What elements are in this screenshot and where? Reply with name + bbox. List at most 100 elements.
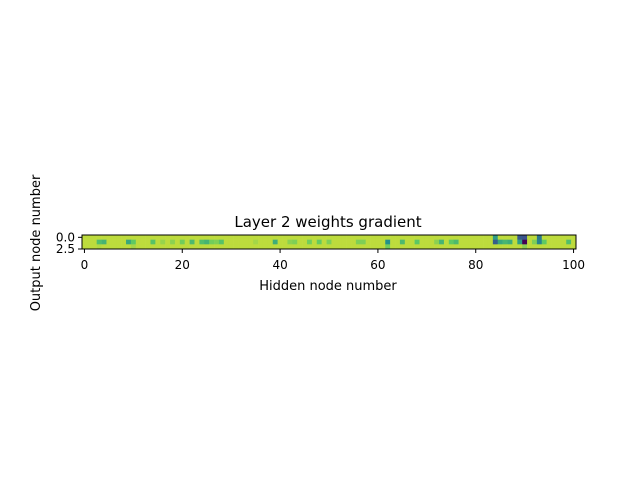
- heatmap-cell: [458, 235, 464, 240]
- heatmap-cell: [233, 235, 239, 240]
- heatmap-cell: [497, 239, 503, 245]
- heatmap-cell: [360, 244, 366, 250]
- heatmap-cell: [483, 239, 489, 245]
- heatmap-cell: [434, 239, 440, 245]
- heatmap-cell: [341, 239, 347, 245]
- heatmap-cell: [287, 244, 293, 250]
- heatmap-cell: [189, 239, 195, 245]
- heatmap-cell: [209, 239, 215, 245]
- heatmap-cell: [527, 239, 533, 245]
- heatmap-cell: [351, 244, 357, 250]
- heatmap-cell: [209, 235, 215, 240]
- heatmap-cell: [96, 244, 102, 250]
- heatmap-cell: [165, 239, 171, 245]
- heatmap-cell: [91, 235, 97, 240]
- heatmap-cell: [189, 244, 195, 250]
- heatmap-cell: [341, 244, 347, 250]
- heatmap-cell: [214, 235, 220, 240]
- heatmap-cell: [448, 235, 455, 240]
- x-axis-label: Hidden node number: [259, 279, 397, 294]
- heatmap-cell: [135, 244, 141, 250]
- heatmap-cell: [355, 239, 362, 245]
- heatmap-cell: [478, 239, 484, 245]
- y-tick-label: 0.0: [56, 230, 75, 244]
- heatmap-cell: [243, 244, 249, 250]
- heatmap-cell: [502, 235, 508, 240]
- heatmap-cell: [507, 244, 513, 250]
- heatmap-cell: [194, 235, 200, 240]
- heatmap-cell: [82, 244, 88, 250]
- heatmap-cell: [512, 244, 518, 250]
- heatmap-cell: [101, 235, 107, 240]
- heatmap-cell: [390, 239, 396, 245]
- heatmap-cell: [326, 235, 332, 240]
- heatmap-cell: [541, 239, 547, 245]
- heatmap-cell: [512, 235, 518, 240]
- heatmap-cell: [155, 235, 161, 240]
- heatmap-cell: [223, 235, 230, 240]
- heatmap-cell: [135, 239, 141, 245]
- heatmap-cell: [531, 239, 538, 245]
- heatmap-cell: [258, 244, 264, 250]
- heatmap-cell: [184, 239, 190, 245]
- heatmap-cell: [546, 235, 552, 240]
- heatmap-cell: [346, 239, 352, 245]
- heatmap-cell: [331, 235, 337, 240]
- heatmap-cell: [404, 239, 410, 245]
- heatmap-cell: [473, 235, 479, 240]
- x-axis: 0 20 40 60 80 100: [81, 249, 585, 272]
- heatmap-cell: [336, 244, 342, 250]
- heatmap-cell: [282, 235, 288, 240]
- heatmap-cell: [150, 239, 156, 245]
- heatmap-cell: [174, 244, 181, 250]
- heatmap-cell: [497, 235, 503, 240]
- heatmap-cell: [165, 244, 171, 250]
- heatmap-cell: [385, 244, 391, 250]
- heatmap-cell: [253, 244, 259, 250]
- heatmap-cell: [86, 244, 93, 250]
- heatmap-cell: [370, 244, 376, 250]
- heatmap-cell: [96, 239, 102, 245]
- heatmap-cell: [434, 235, 440, 240]
- x-tick-label: 40: [272, 258, 287, 272]
- heatmap-cell: [233, 239, 239, 245]
- heatmap-cell: [130, 235, 137, 240]
- heatmap-cell: [248, 235, 254, 240]
- heatmap-cell: [522, 239, 528, 245]
- heatmap-cell: [306, 235, 313, 240]
- heatmap-cell: [395, 235, 401, 240]
- heatmap-cell: [248, 244, 254, 250]
- heatmap-cell: [531, 244, 538, 250]
- heatmap-cell: [414, 239, 420, 245]
- heatmap-cell: [551, 239, 557, 245]
- heatmap-cell: [429, 244, 435, 250]
- heatmap-cell: [360, 239, 366, 245]
- heatmap-cell: [184, 235, 190, 240]
- heatmap-cell: [204, 235, 210, 240]
- heatmap-cell: [297, 235, 303, 240]
- heatmap-cell: [512, 239, 518, 245]
- heatmap-cell: [111, 244, 117, 250]
- heatmap-cell: [199, 239, 205, 245]
- heatmap-cell: [223, 244, 230, 250]
- heatmap-cell: [218, 239, 225, 245]
- heatmap-cell: [297, 239, 303, 245]
- heatmap-cell: [130, 239, 137, 245]
- heatmap-cell: [272, 239, 278, 245]
- heatmap-cell: [228, 235, 234, 240]
- heatmap-cell: [336, 235, 342, 240]
- heatmap-cell: [351, 239, 357, 245]
- heatmap-cell: [527, 244, 533, 250]
- heatmap-cell: [355, 244, 362, 250]
- heatmap-cell: [346, 235, 352, 240]
- heatmap-cell: [370, 239, 376, 245]
- heatmap-cell: [228, 239, 234, 245]
- heatmap-cell: [536, 244, 543, 250]
- heatmap-cell: [351, 235, 357, 240]
- heatmap-cell: [380, 239, 386, 245]
- heatmap-cell: [561, 239, 567, 245]
- heatmap-cell: [365, 244, 371, 250]
- heatmap-cell: [571, 235, 577, 240]
- heatmap-cell: [179, 239, 186, 245]
- heatmap-cell: [243, 235, 249, 240]
